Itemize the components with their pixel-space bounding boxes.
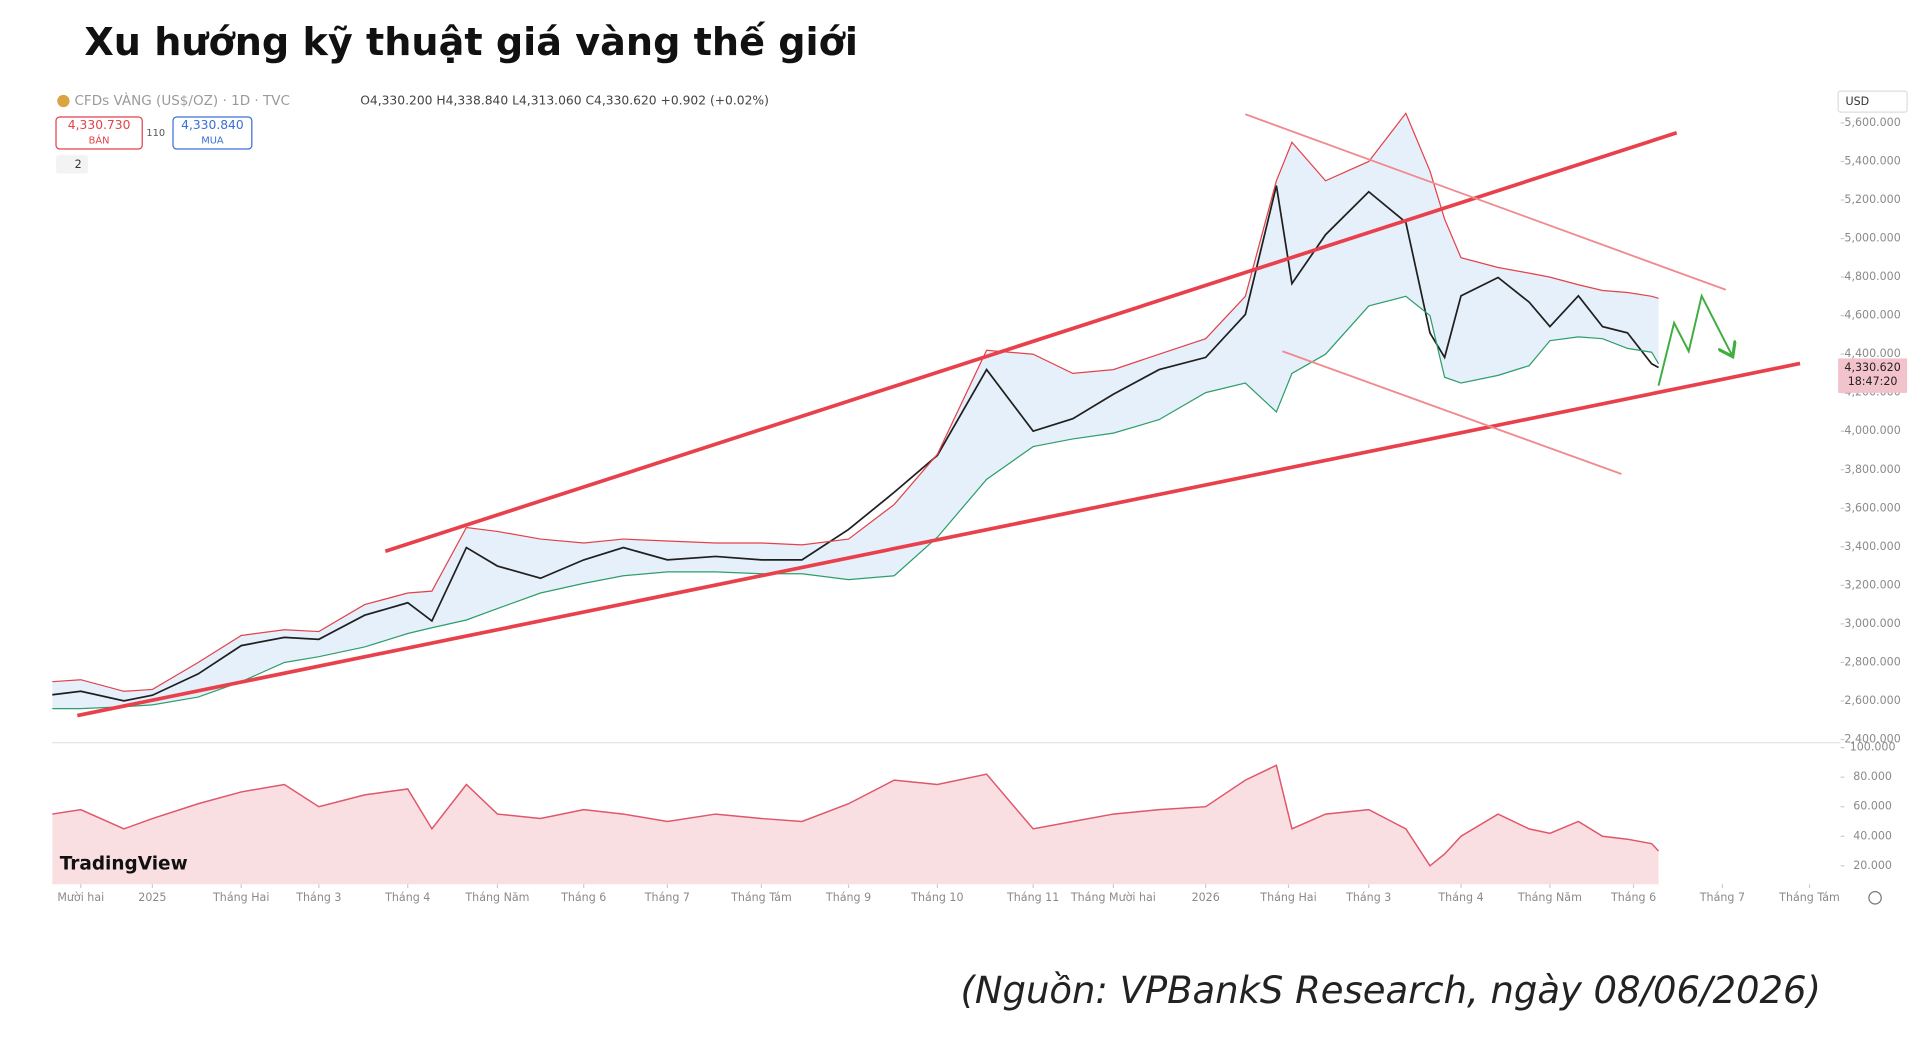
oscillator-area — [52, 765, 1659, 885]
plot: 2,400.000 2,600.000 2,800.000 3,000.000 3,20… — [52, 112, 1901, 904]
y-tick-label: 2,400.000 — [1844, 732, 1900, 745]
x-tick-label: Tháng Hai — [212, 891, 269, 904]
x-tick-label: 2026 — [1192, 891, 1220, 904]
ohlc: O4,330.200 H4,338.840 L4,313.060 C4,330.… — [360, 93, 769, 107]
x-tick-label: Tháng 7 — [1699, 891, 1745, 904]
buy-label: MUA — [201, 135, 224, 146]
instrument: CFDs VÀNG (US$/OZ) · 1D · TVC — [74, 91, 290, 109]
settings-icon[interactable] — [1868, 891, 1882, 905]
currency: USD — [1846, 95, 1870, 108]
y-tick-label: 20.000 — [1853, 859, 1892, 872]
y-tick-label: 5,200.000 — [1844, 193, 1900, 206]
buy-price: 4,330.840 — [181, 118, 244, 132]
oscillator-line — [52, 764, 1660, 867]
buy-button[interactable] — [172, 116, 253, 150]
x-tick-label: Tháng 7 — [644, 891, 690, 904]
y-tick-label: 60.000 — [1853, 800, 1892, 813]
y-tick-label: 2,600.000 — [1844, 694, 1900, 707]
x-tick-label: Tháng 4 — [1437, 891, 1483, 904]
y-tick-label: 5,400.000 — [1844, 154, 1900, 167]
y-tick-label: 3,400.000 — [1844, 540, 1900, 553]
indicator-count: 2 — [75, 158, 82, 171]
bollinger-band — [52, 113, 1659, 709]
y-tick-label: 4,800.000 — [1844, 270, 1900, 283]
y-tick-label: 2,800.000 — [1844, 655, 1900, 668]
x-tick-label: Tháng 10 — [910, 891, 963, 904]
x-tick-label: Tháng 3 — [1345, 891, 1391, 904]
brand: TradingView — [60, 854, 188, 875]
trend-line — [76, 361, 1801, 718]
y-tick-label: 80.000 — [1853, 770, 1892, 783]
y-tick-label: 40.000 — [1853, 829, 1892, 842]
y-tick-label: 100.000 — [1850, 741, 1896, 754]
x-tick-label: Mười hai — [57, 891, 104, 904]
sell-label: BÁN — [89, 133, 110, 146]
band-line — [52, 295, 1660, 710]
y-tick-label: 3,200.000 — [1844, 578, 1900, 591]
x-tick-label: Tháng Tám — [730, 891, 792, 904]
x-tick-label: Tháng Mười hai — [1070, 891, 1156, 904]
y-tick-label: 4,400.000 — [1844, 347, 1900, 360]
symbol-icon — [57, 94, 70, 108]
x-tick-label: Tháng 6 — [1610, 891, 1656, 904]
sell-price: 4,330.730 — [68, 118, 131, 132]
forecast-arrow — [1657, 293, 1732, 386]
spread: 110 — [146, 128, 165, 139]
y-tick-label: 4,600.000 — [1844, 309, 1900, 322]
x-tick-label: Tháng Năm — [464, 891, 529, 904]
y-tick-label: 3,600.000 — [1844, 501, 1900, 514]
band-line — [52, 112, 1659, 692]
x-tick-label: Tháng 4 — [384, 891, 430, 904]
x-tick-label: Tháng Năm — [1517, 891, 1582, 904]
source-note: (Nguồn: VPBankS Research, ngày 08/06/202… — [960, 969, 1820, 1012]
y-tick-label: 3,800.000 — [1844, 463, 1900, 476]
price-line — [52, 185, 1659, 702]
price-tag — [1838, 358, 1908, 393]
x-tick-label: Tháng Tám — [1778, 891, 1840, 904]
y-tick-label: 3,000.000 — [1844, 617, 1900, 630]
trend-line — [1282, 350, 1622, 475]
trend-line — [384, 131, 1678, 554]
sell-button[interactable] — [55, 116, 143, 150]
last-price: 4,330.620 — [1844, 361, 1900, 374]
x-tick-label: Tháng Hai — [1259, 891, 1316, 904]
x-tick-label: Tháng 3 — [295, 891, 341, 904]
countdown: 18:47:20 — [1848, 375, 1898, 388]
y-tick-label: 4,000.000 — [1844, 424, 1900, 437]
y-tick-label: 5,600.000 — [1844, 116, 1900, 129]
page-title: Xu hướng kỹ thuật giá vàng thế giới — [84, 20, 858, 65]
y-tick-label: 5,000.000 — [1844, 232, 1900, 245]
x-tick-label: Tháng 11 — [1006, 891, 1059, 904]
x-tick-label: Tháng 9 — [825, 891, 871, 904]
x-tick-label: Tháng 6 — [560, 891, 606, 904]
indicator-toggle[interactable] — [56, 155, 89, 174]
currency-select[interactable] — [1837, 90, 1908, 113]
trend-line — [1245, 113, 1727, 291]
x-tick-label: 2025 — [138, 891, 166, 904]
